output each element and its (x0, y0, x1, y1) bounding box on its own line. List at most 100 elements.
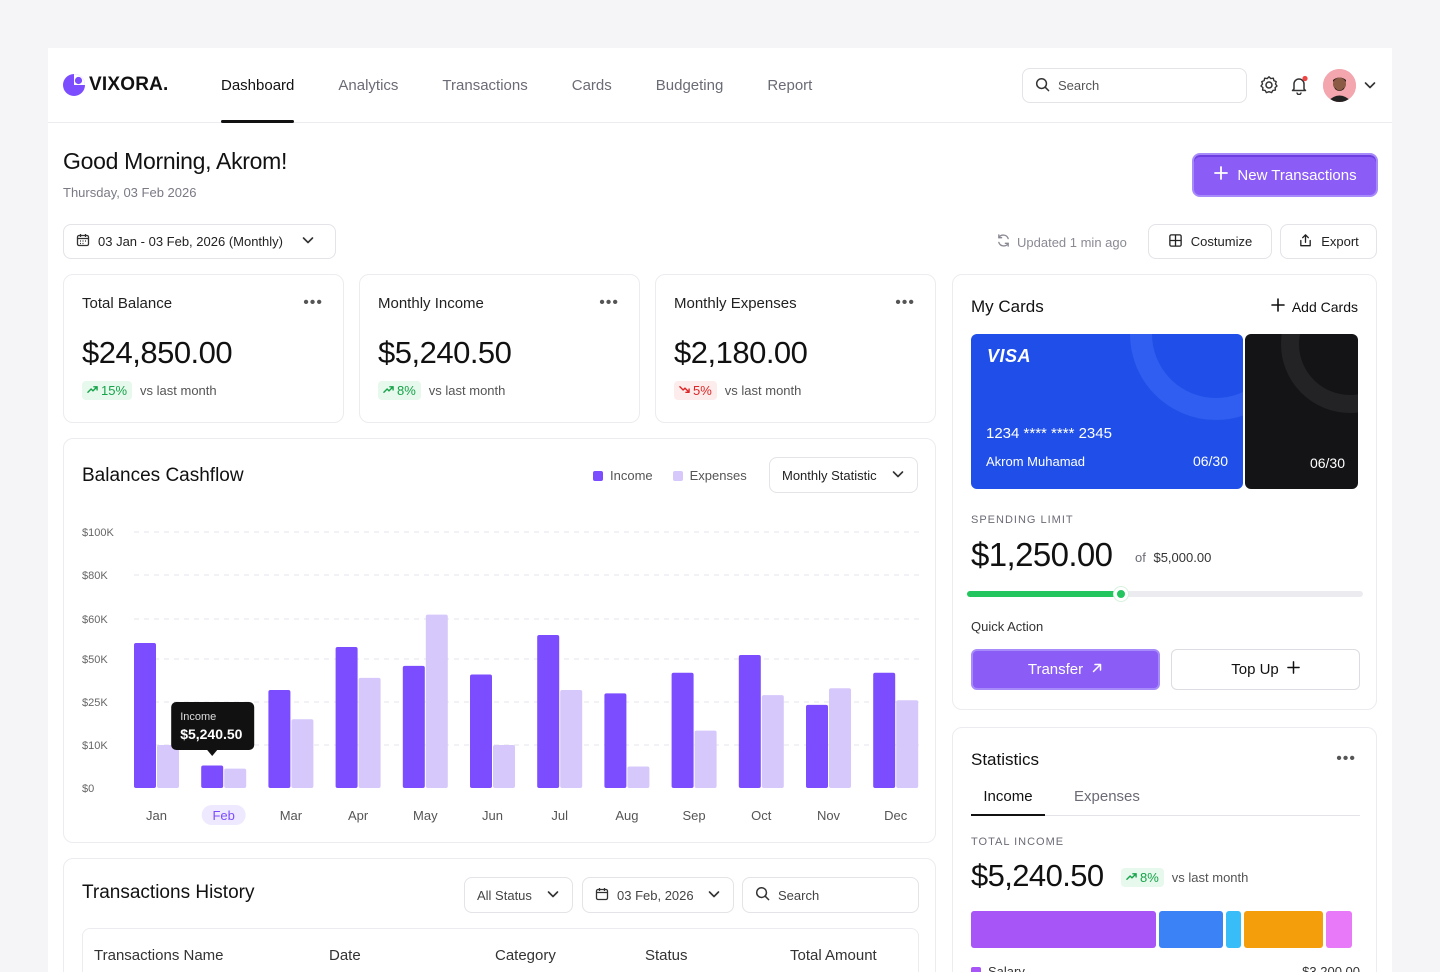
y-tick-label: $25K (82, 697, 108, 709)
change-badge: 5% (674, 381, 717, 400)
income-bar (873, 672, 896, 788)
distribution-segment[interactable] (1225, 911, 1241, 948)
tab-analytics[interactable]: Analytics (338, 77, 399, 94)
x-tick-label: Jul (551, 808, 568, 823)
export-button[interactable]: Export (1280, 224, 1377, 259)
expenses-bar (761, 695, 784, 788)
search-placeholder: Search (778, 887, 820, 903)
date-filter-value: 03 Feb, 2026 (617, 887, 694, 903)
tab-income[interactable]: Income (971, 788, 1045, 816)
top-up-button[interactable]: Top Up (1171, 649, 1360, 690)
stat-title: Monthly Expenses (674, 295, 797, 312)
income-bar (134, 643, 156, 788)
column-header[interactable]: Transactions Name (94, 947, 224, 964)
bell-icon[interactable] (1289, 75, 1309, 96)
top-navigation: VIXORA. Dashboard Analytics Transactions… (48, 48, 1392, 123)
plus-icon (1286, 661, 1300, 678)
statistics-tabs: Income Expenses (971, 788, 1360, 816)
change-badge: 8% (1121, 868, 1164, 887)
global-search-input[interactable]: Search (1022, 68, 1247, 103)
cashflow-title: Balances Cashflow (82, 465, 244, 486)
cashflow-panel: Balances Cashflow Income Expenses Monthl… (63, 438, 936, 843)
x-tick-label: Jun (482, 808, 503, 823)
customize-label: Costumize (1190, 234, 1253, 249)
transactions-search-input[interactable]: Search (742, 877, 919, 913)
spending-progress-handle[interactable] (1114, 587, 1129, 601)
y-tick-label: $50K (82, 654, 108, 666)
current-date: Thursday, 03 Feb 2026 (63, 185, 197, 200)
column-header[interactable]: Status (645, 947, 688, 964)
change-value: 8% (1140, 870, 1159, 885)
transactions-title: Transactions History (82, 882, 255, 903)
more-icon[interactable]: ••• (303, 294, 323, 311)
visa-card[interactable]: VISA 1234 **** **** 2345 Akrom Muhamad 0… (971, 334, 1243, 489)
y-tick-label: $0 (82, 783, 94, 795)
x-tick-label: Apr (348, 808, 369, 823)
statistics-title: Statistics (971, 750, 1040, 769)
expenses-bar (627, 766, 650, 788)
distribution-segment[interactable] (1158, 911, 1223, 948)
calendar-icon (595, 887, 609, 904)
spending-value: $1,250.00 (971, 536, 1113, 573)
search-placeholder: Search (1058, 78, 1100, 93)
date-range-value: 03 Jan - 03 Feb, 2026 (Monthly) (98, 234, 283, 249)
x-tick-label: Aug (615, 808, 638, 823)
statistic-period-select[interactable]: Monthly Statistic (769, 457, 918, 493)
more-icon[interactable]: ••• (599, 294, 619, 311)
y-tick-label: $60K (82, 614, 108, 626)
legend-label: Income (610, 468, 653, 483)
date-filter-select[interactable]: 03 Feb, 2026 (582, 877, 734, 913)
distribution-legend: Salary $3,200.00 (971, 964, 1360, 972)
distribution-segment[interactable] (1243, 911, 1324, 948)
tab-budgeting[interactable]: Budgeting (655, 77, 724, 94)
status-filter-select[interactable]: All Status (464, 877, 573, 913)
tab-report[interactable]: Report (767, 77, 813, 94)
monthly-income-card: Monthly Income ••• $5,240.50 8% vs last … (359, 274, 640, 423)
expenses-bar (560, 689, 583, 788)
chevron-down-icon (891, 467, 905, 484)
tab-transactions[interactable]: Transactions (442, 77, 528, 94)
legend-label: Expenses (689, 468, 747, 483)
stat-title: Monthly Income (378, 295, 484, 312)
spending-of: of $5,000.00 (1135, 550, 1211, 565)
column-header[interactable]: Total Amount (790, 947, 877, 964)
customize-button[interactable]: Costumize (1148, 224, 1272, 259)
income-bar (470, 674, 492, 788)
transactions-table-header: Transactions Name Date Category Status T… (82, 928, 919, 972)
compare-text: vs last month (428, 383, 506, 398)
legend-salary: Salary (971, 964, 1025, 972)
distribution-segment[interactable] (971, 911, 1156, 948)
card-holder: Akrom Muhamad (986, 454, 1085, 469)
more-icon[interactable]: ••• (895, 294, 915, 311)
trend-down-icon (679, 383, 690, 398)
column-header[interactable]: Date (329, 947, 361, 964)
transfer-button[interactable]: Transfer (971, 649, 1160, 690)
tab-dashboard[interactable]: Dashboard (221, 48, 295, 123)
new-transactions-button[interactable]: New Transactions (1192, 153, 1378, 197)
distribution-segment[interactable] (1326, 911, 1353, 948)
card-pattern (1130, 334, 1243, 420)
quick-action-label: Quick Action (971, 619, 1044, 634)
legend-label: Salary (988, 964, 1025, 972)
more-icon[interactable]: ••• (1336, 750, 1356, 767)
status-filter-value: All Status (477, 887, 532, 903)
chevron-down-icon[interactable] (1363, 78, 1377, 97)
income-bar (806, 704, 828, 788)
date-range-select[interactable]: 03 Jan - 03 Feb, 2026 (Monthly) (63, 224, 336, 259)
tab-expenses[interactable]: Expenses (1074, 788, 1140, 805)
tab-cards[interactable]: Cards (571, 77, 612, 94)
brand-logo[interactable]: VIXORA. (63, 74, 169, 96)
tooltip-value: $5,240.50 (180, 726, 242, 742)
trend-up-icon (87, 383, 98, 398)
visa-logo: VISA (987, 346, 1032, 366)
secondary-card[interactable]: 06/30 (1245, 334, 1358, 489)
gear-icon[interactable] (1259, 75, 1279, 95)
stat-value: $2,180.00 (674, 335, 808, 370)
user-avatar[interactable] (1323, 69, 1356, 102)
x-tick-highlight (201, 805, 246, 825)
expenses-bar (694, 730, 717, 788)
statistics-panel: Statistics ••• Income Expenses TOTAL INC… (952, 727, 1377, 972)
stat-change: 15% vs last month (82, 381, 217, 400)
add-cards-button[interactable]: Add Cards (1271, 298, 1358, 315)
column-header[interactable]: Category (495, 947, 556, 964)
